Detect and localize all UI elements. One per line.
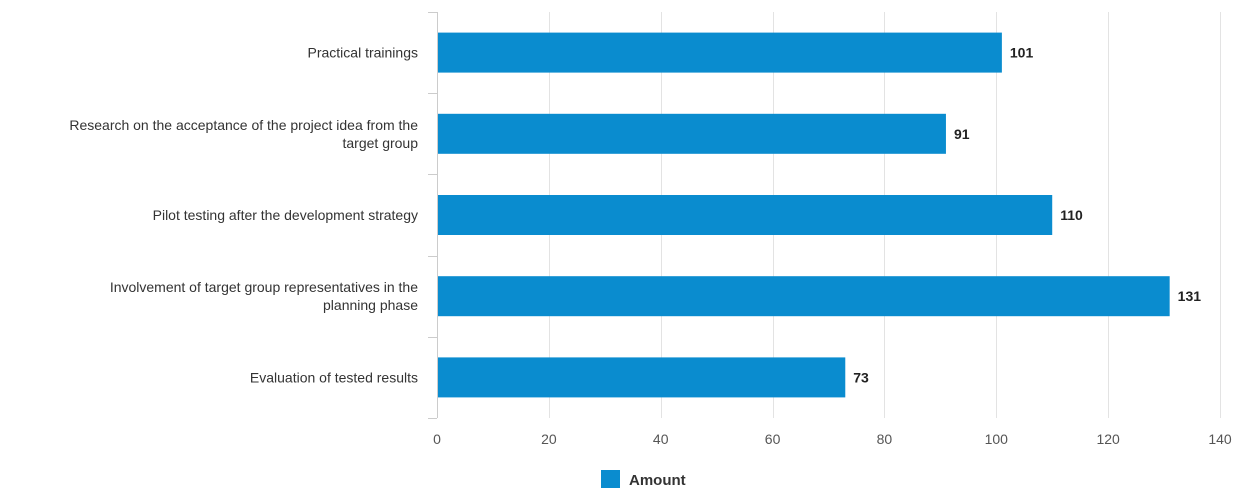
- category-label: Research on the acceptance of the projec…: [69, 117, 418, 151]
- legend[interactable]: Amount: [601, 470, 686, 489]
- bar[interactable]: [438, 357, 846, 398]
- bar[interactable]: [438, 32, 1002, 73]
- category-label: Pilot testing after the development stra…: [153, 207, 418, 223]
- x-axis-tick-labels: 0 20 40 60 80 100 120 140: [433, 431, 1232, 447]
- y-axis: [428, 12, 438, 419]
- data-label: 91: [954, 126, 970, 142]
- x-tick-label: 120: [1096, 431, 1120, 447]
- x-tick-label: 40: [653, 431, 669, 447]
- category-label: Practical trainings: [308, 45, 419, 61]
- bar[interactable]: [438, 276, 1170, 317]
- category-label: Involvement of target group representati…: [110, 279, 418, 313]
- bar[interactable]: [438, 113, 946, 154]
- x-tick-label: 100: [985, 431, 1009, 447]
- data-labels: 101 91 110 131 73: [853, 45, 1201, 386]
- category-labels: Practical trainings Research on the accep…: [69, 45, 418, 386]
- data-label: 131: [1178, 288, 1202, 304]
- x-tick-label: 60: [765, 431, 781, 447]
- legend-label-amount: Amount: [629, 472, 686, 489]
- data-label: 73: [853, 369, 869, 385]
- bars: [438, 32, 1170, 398]
- x-tick-label: 0: [433, 431, 441, 447]
- x-tick-label: 140: [1208, 431, 1232, 447]
- data-label: 101: [1010, 45, 1034, 61]
- bar[interactable]: [438, 195, 1053, 235]
- category-label: Evaluation of tested results: [250, 369, 418, 385]
- data-label: 110: [1060, 207, 1083, 223]
- x-tick-label: 80: [877, 431, 893, 447]
- legend-swatch: [601, 470, 620, 488]
- x-tick-label: 20: [541, 431, 557, 447]
